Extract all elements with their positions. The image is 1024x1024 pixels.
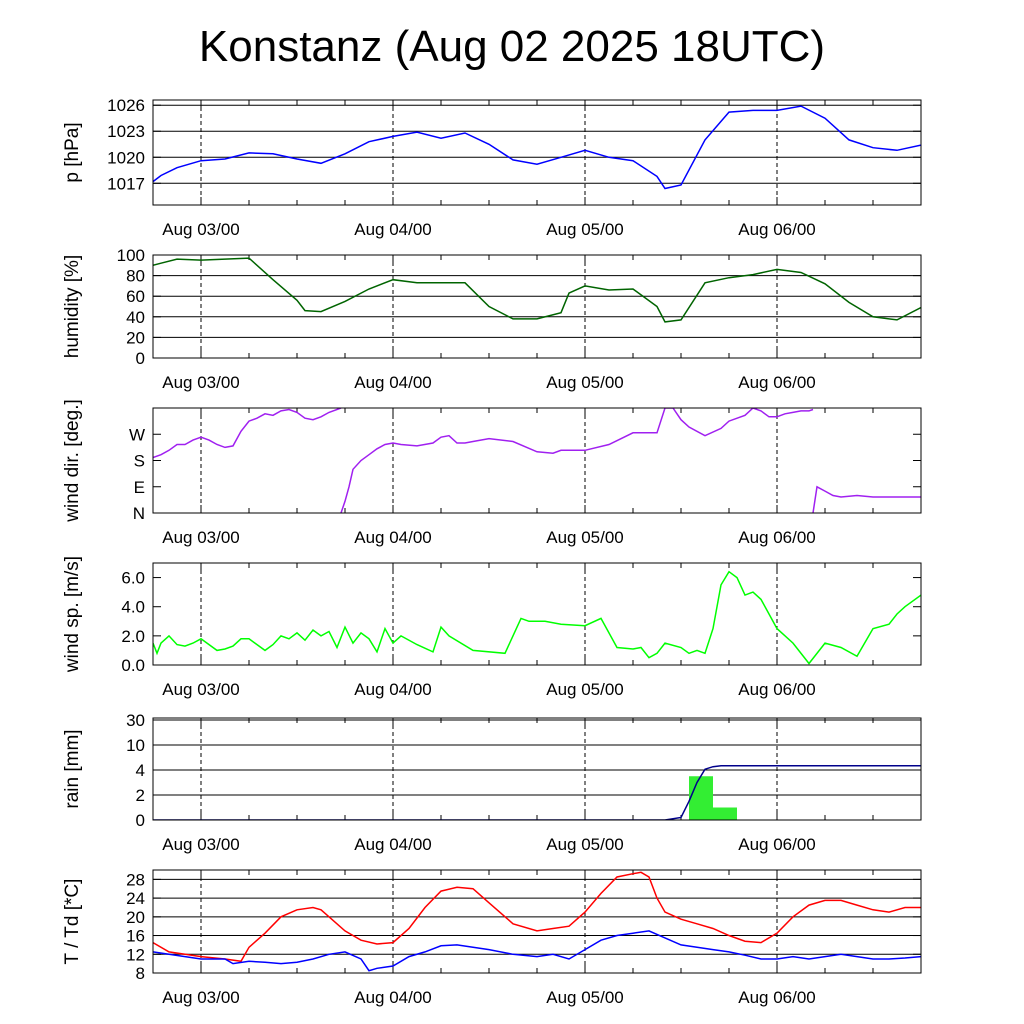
- y-tick-label: 30: [126, 711, 145, 730]
- x-tick-label: Aug 04/00: [354, 220, 432, 239]
- plot-frame: [152, 717, 922, 821]
- y-tick-label: 0: [136, 349, 145, 368]
- y-tick-label: 4.0: [121, 598, 145, 617]
- y-tick-label: 24: [126, 889, 145, 908]
- x-tick-label: Aug 05/00: [546, 835, 624, 854]
- y-tick-label: E: [134, 478, 145, 497]
- x-tick-label: Aug 04/00: [354, 528, 432, 547]
- y-axis-label: T / Td [*C]: [62, 879, 83, 965]
- rain-bar: [689, 776, 713, 820]
- x-tick-label: Aug 06/00: [738, 373, 816, 392]
- x-tick-label: Aug 06/00: [738, 220, 816, 239]
- rain-cumulative-line: [153, 765, 921, 820]
- y-tick-label: 1020: [107, 148, 145, 167]
- y-tick-label: 1017: [107, 174, 145, 193]
- x-tick-label: Aug 05/00: [546, 680, 624, 699]
- plot-frame: [152, 562, 922, 666]
- rain-bar: [713, 807, 737, 820]
- y-tick-label: 2: [136, 786, 145, 805]
- y-axis-label: wind dir. [deg.]: [62, 399, 83, 523]
- x-tick-label: Aug 04/00: [354, 373, 432, 392]
- y-tick-label: 100: [117, 246, 145, 265]
- x-tick-label: Aug 03/00: [162, 835, 240, 854]
- plot-frame: [152, 99, 922, 206]
- y-tick-label: 80: [126, 267, 145, 286]
- y-axis-label: humidity [%]: [62, 255, 83, 358]
- chart-title: Konstanz (Aug 02 2025 18UTC): [198, 22, 826, 71]
- y-tick-label: N: [133, 504, 145, 523]
- pressure-series-line: [153, 105, 921, 190]
- wind-speed-series-line: [153, 570, 921, 665]
- y-tick-label: 6.0: [121, 569, 145, 588]
- x-tick-label: Aug 06/00: [738, 835, 816, 854]
- x-tick-label: Aug 04/00: [354, 680, 432, 699]
- temperature-dewpoint-series-line: [153, 930, 921, 972]
- y-tick-label: 28: [126, 870, 145, 889]
- y-tick-label: 16: [126, 927, 145, 946]
- y-tick-label: 1023: [107, 122, 145, 141]
- y-axis-label: p [hPa]: [62, 122, 83, 182]
- x-tick-label: Aug 05/00: [546, 220, 624, 239]
- y-tick-label: 8: [136, 964, 145, 983]
- y-tick-label: 20: [126, 328, 145, 347]
- humidity-series-line: [153, 257, 921, 323]
- y-tick-label: 60: [126, 287, 145, 306]
- y-tick-label: 4: [136, 761, 145, 780]
- y-tick-label: 20: [126, 908, 145, 927]
- y-tick-label: 40: [126, 308, 145, 327]
- wind-direction-series-line: [812, 485, 921, 513]
- temperature-dewpoint-series-line: [153, 871, 921, 963]
- y-tick-label: W: [129, 425, 145, 444]
- x-tick-label: Aug 05/00: [546, 373, 624, 392]
- y-axis-label: rain [mm]: [62, 729, 83, 808]
- y-tick-label: 2.0: [121, 627, 145, 646]
- x-tick-label: Aug 06/00: [738, 988, 816, 1007]
- x-tick-label: Aug 03/00: [162, 220, 240, 239]
- y-tick-label: 1026: [107, 96, 145, 115]
- x-tick-label: Aug 03/00: [162, 680, 240, 699]
- plot-frame: [152, 869, 922, 974]
- x-tick-label: Aug 04/00: [354, 988, 432, 1007]
- y-tick-label: 0.0: [121, 656, 145, 675]
- wind-direction-series-line: [340, 408, 814, 513]
- x-tick-label: Aug 04/00: [354, 835, 432, 854]
- x-tick-label: Aug 05/00: [546, 528, 624, 547]
- y-tick-label: S: [134, 452, 145, 471]
- x-tick-label: Aug 06/00: [738, 680, 816, 699]
- x-tick-label: Aug 03/00: [162, 988, 240, 1007]
- x-tick-label: Aug 06/00: [738, 528, 816, 547]
- y-tick-label: 10: [126, 736, 145, 755]
- x-tick-label: Aug 05/00: [546, 988, 624, 1007]
- x-tick-label: Aug 03/00: [162, 528, 240, 547]
- y-tick-label: 0: [136, 811, 145, 830]
- y-tick-label: 12: [126, 945, 145, 964]
- x-tick-label: Aug 03/00: [162, 373, 240, 392]
- plot-frame: [152, 254, 922, 359]
- y-axis-label: wind sp. [m/s]: [62, 556, 83, 673]
- plot-frame: [152, 407, 922, 514]
- wind-direction-series-line: [153, 408, 342, 459]
